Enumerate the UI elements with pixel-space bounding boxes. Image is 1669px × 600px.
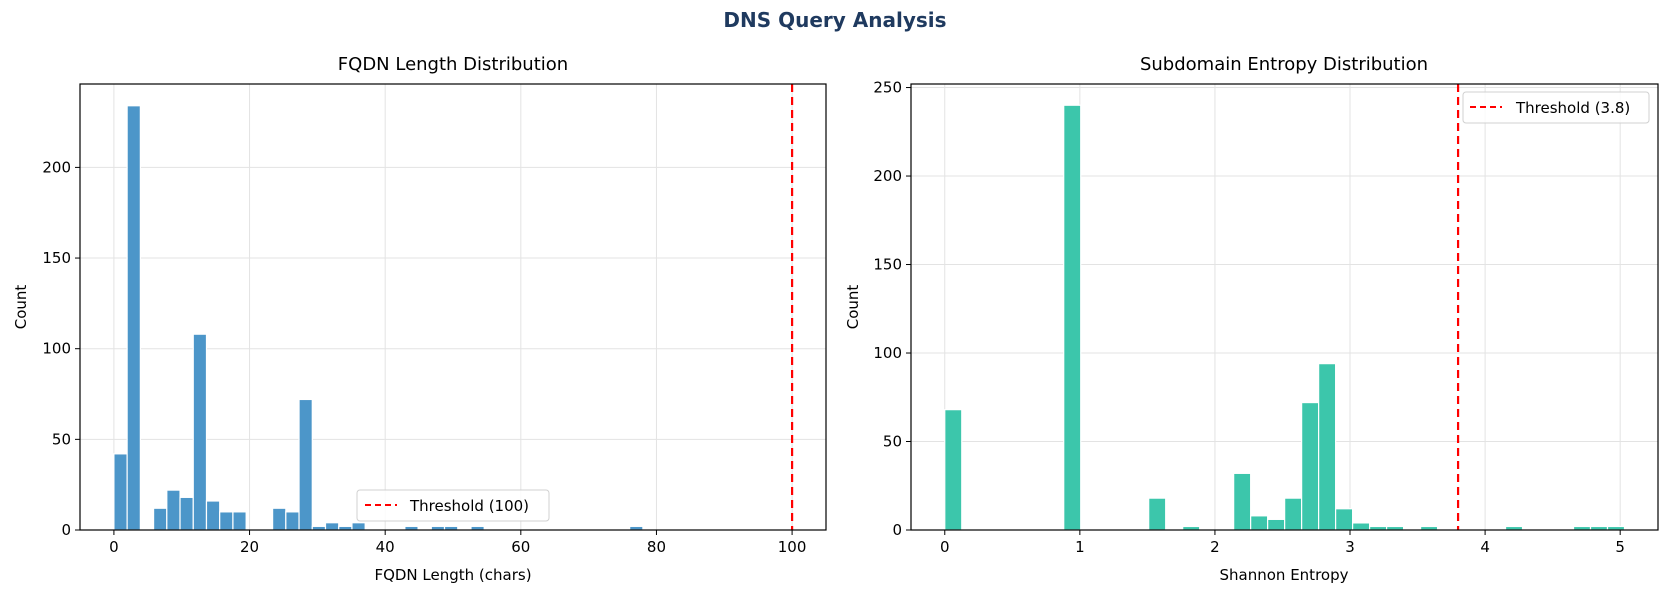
y-tick-label: 150	[873, 256, 902, 274]
x-tick-label: 0	[109, 538, 119, 556]
x-tick-label: 80	[647, 538, 666, 556]
histogram-bar	[285, 511, 300, 531]
histogram-bar	[179, 496, 194, 531]
histogram-bar	[1250, 515, 1269, 531]
histogram-bar	[1352, 522, 1371, 531]
x-tick-label: 40	[376, 538, 395, 556]
legend-box	[356, 489, 550, 522]
y-tick-label: 50	[883, 433, 902, 451]
x-tick-label: 4	[1480, 538, 1490, 556]
fqdn-length-chart: FQDN Length Distribution 0 20 40 60 80 100 0 5…	[12, 54, 827, 584]
histogram-bar	[1148, 497, 1167, 531]
x-axis-label: Shannon Entropy	[1220, 566, 1349, 584]
subdomain-entropy-chart: Subdomain Entropy Distribution 0 1 2 3 4 5 0 5…	[844, 54, 1659, 584]
x-axis-label: FQDN Length (chars)	[374, 566, 531, 584]
histogram-bar	[152, 507, 168, 531]
histogram-bar	[298, 398, 313, 531]
legend: Threshold (100)	[356, 489, 550, 522]
legend: Threshold (3.8)	[1462, 91, 1650, 124]
y-axis-label: Count	[12, 285, 30, 330]
chart-title: Subdomain Entropy Distribution	[1140, 54, 1428, 75]
histogram-bar	[272, 507, 287, 531]
axes-frame	[910, 83, 1659, 531]
histogram-bar	[1063, 104, 1082, 531]
histogram-bars	[944, 104, 1626, 531]
y-tick-label: 150	[42, 249, 71, 267]
y-tick-label: 100	[42, 340, 71, 358]
x-tick-label: 0	[940, 538, 950, 556]
legend-label: Threshold (3.8)	[1515, 99, 1630, 117]
legend-label: Threshold (100)	[409, 497, 529, 515]
y-tick-label: 50	[52, 430, 71, 448]
y-axis-label: Count	[844, 285, 862, 330]
histogram-bar	[1233, 472, 1252, 531]
histogram-bar	[166, 489, 181, 531]
histogram-bar	[1267, 518, 1286, 531]
legend-box	[1462, 91, 1650, 124]
x-tick-label: 2	[1210, 538, 1220, 556]
histogram-bar	[205, 500, 221, 531]
axes-frame	[79, 83, 827, 531]
chart-title: FQDN Length Distribution	[338, 54, 568, 75]
x-tick-label: 20	[240, 538, 259, 556]
histogram-bars	[113, 105, 644, 531]
histogram-bar	[351, 522, 366, 531]
histogram-bar	[1301, 401, 1320, 531]
y-tick-label: 250	[873, 79, 902, 97]
x-tick-label: 1	[1075, 538, 1085, 556]
histogram-bar	[192, 333, 208, 531]
y-tick-label: 200	[873, 167, 902, 185]
y-axis-ticks: 0 50 100 150 200	[42, 158, 80, 539]
histogram-bar	[324, 522, 340, 531]
x-axis-ticks: 0 1 2 3 4 5	[940, 530, 1625, 556]
histogram-bar	[126, 105, 141, 531]
axes-border	[79, 83, 827, 531]
y-tick-label: 0	[892, 521, 902, 539]
y-axis-ticks: 0 50 100 150 200 250	[873, 79, 911, 539]
axes-border	[910, 83, 1659, 531]
x-tick-label: 100	[778, 538, 807, 556]
grid-lines	[911, 84, 1658, 531]
figure-title: DNS Query Analysis	[723, 8, 946, 32]
y-tick-label: 100	[873, 344, 902, 362]
x-tick-label: 60	[511, 538, 530, 556]
histogram-bar	[219, 511, 234, 531]
histogram-bar	[1284, 497, 1303, 531]
y-tick-label: 0	[61, 521, 71, 539]
grid-lines	[80, 84, 826, 531]
y-tick-label: 200	[42, 158, 71, 176]
x-axis-ticks: 0 20 40 60 80 100	[109, 530, 806, 556]
histogram-bar	[944, 409, 963, 531]
histogram-bar	[232, 511, 247, 531]
histogram-bar	[113, 453, 128, 531]
x-tick-label: 5	[1615, 538, 1625, 556]
histogram-bar	[1335, 508, 1354, 531]
x-tick-label: 3	[1345, 538, 1355, 556]
histogram-bar	[1318, 363, 1337, 531]
